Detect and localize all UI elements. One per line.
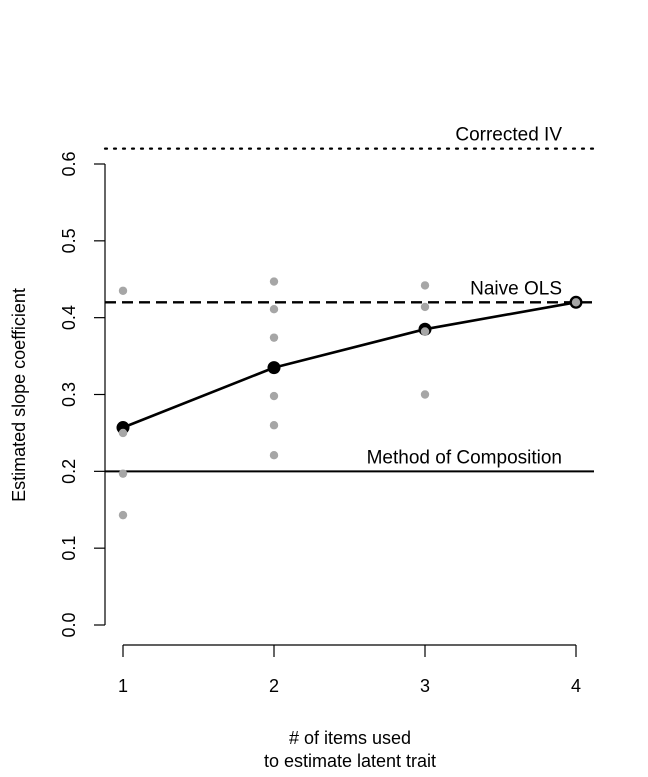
y-tick-label: 0.6 xyxy=(59,151,79,176)
x-tick-label: 1 xyxy=(118,676,128,696)
x-tick-label: 4 xyxy=(571,676,581,696)
x-ticks: 1 2 3 4 xyxy=(118,645,581,696)
y-tick-label: 0.2 xyxy=(59,459,79,484)
x-axis-title-line-1: # of items used xyxy=(289,728,411,748)
data-point xyxy=(118,469,128,478)
y-tick-label: 0.4 xyxy=(59,305,79,330)
reference-labels: Corrected IV Naive OLS Method of Compositi… xyxy=(367,125,563,469)
data-point xyxy=(420,281,430,290)
ref-line-label: Naive OLS xyxy=(470,278,562,299)
y-tick-label: 0.0 xyxy=(59,612,79,637)
series-marker xyxy=(267,361,281,375)
mean-line xyxy=(116,295,583,438)
y-ticks: 0.0 0.1 0.2 0.3 0.4 0.5 0.6 xyxy=(59,151,105,638)
data-point xyxy=(118,286,128,295)
data-point-overlay xyxy=(571,298,581,307)
y-axis-title: Estimated slope coefficient xyxy=(9,288,29,502)
axes xyxy=(104,164,576,646)
data-point xyxy=(269,391,279,401)
ref-line-label: Method of Composition xyxy=(367,447,562,468)
data-point-overlay xyxy=(420,327,430,336)
data-point xyxy=(118,510,128,520)
data-point xyxy=(269,333,279,342)
x-axis-title-line-2: to estimate latent trait xyxy=(264,751,436,771)
data-point xyxy=(420,302,430,312)
data-point xyxy=(269,277,279,286)
data-point xyxy=(269,421,279,430)
y-tick-label: 0.5 xyxy=(59,228,79,253)
data-point xyxy=(420,390,430,399)
reference-lines xyxy=(103,147,596,473)
x-tick-label: 3 xyxy=(420,676,430,696)
data-point xyxy=(269,450,279,460)
ref-line-label: Corrected IV xyxy=(455,125,562,146)
y-tick-label: 0.3 xyxy=(59,382,79,407)
y-tick-label: 0.1 xyxy=(59,536,79,561)
series-line xyxy=(122,301,577,429)
x-tick-label: 2 xyxy=(269,676,279,696)
data-point-overlay xyxy=(118,428,128,438)
data-point xyxy=(269,305,279,314)
